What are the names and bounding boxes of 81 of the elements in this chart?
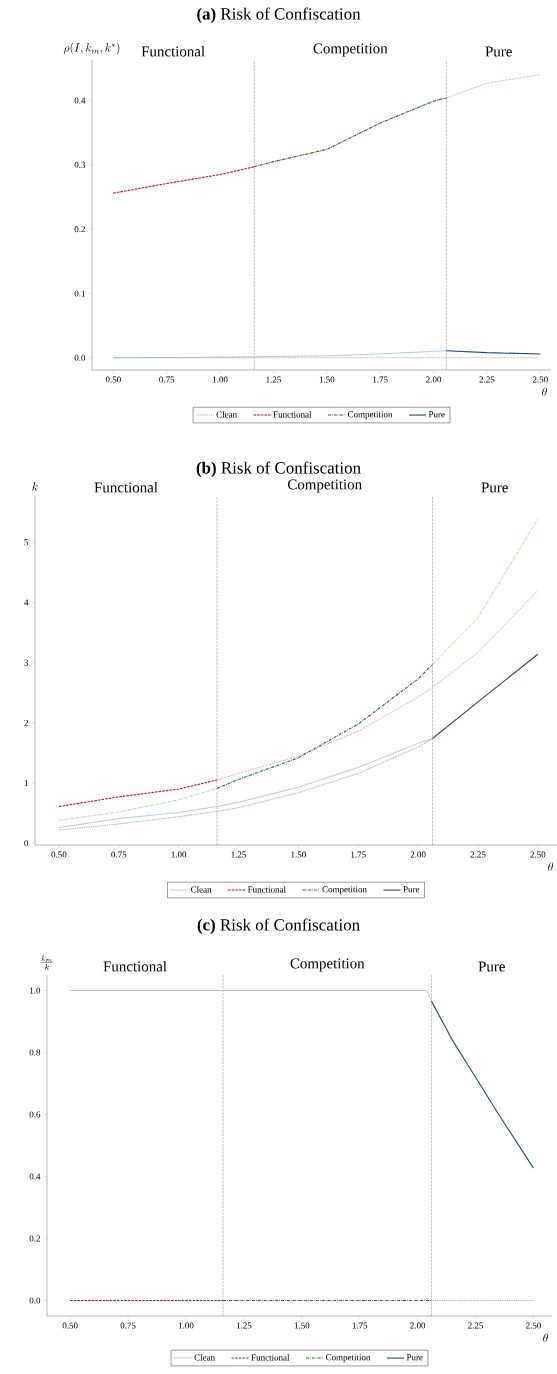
x-tick-label: 1.50 [291,851,306,858]
legend-label: Pure [428,411,445,418]
y-tick-label: 0.2 [29,1235,40,1242]
x-tick-label: 2.25 [468,1322,484,1329]
text: Functional [103,960,167,972]
y-tick-label: 0.0 [29,1297,41,1304]
x-axis-title: $\theta$ [542,387,547,396]
y-tick-label: 0.1 [74,290,85,297]
x-tick-label: 1.25 [236,1322,252,1329]
legend-label: Pure [406,1354,423,1361]
legend-label: Clean [194,1354,215,1361]
y-tick-label: 1 [24,780,28,786]
y-tick-label: 5 [24,539,29,546]
x-tick-label: 1.25 [231,851,247,858]
chart-title: (c) Risk of Confiscation [197,918,360,935]
x-tick-label: 1.50 [319,376,335,383]
x-tick-label: 2.50 [530,851,546,858]
y-axis-title: $k$ [32,482,38,491]
legend-label: Clean [216,411,237,418]
x-axis-title: $\theta$ [548,862,553,871]
x-tick-label: 1.00 [171,851,187,858]
y-tick-label: 4 [24,599,29,606]
x-tick-label: 0.50 [62,1322,78,1329]
x-tick-label: 1.75 [351,851,366,858]
x-tick-label: 2.50 [532,376,548,383]
x-tick-label: 2.50 [526,1322,541,1329]
y-axis-title: $\rho(I,k_m,k^{*})$ [63,42,120,55]
x-tick-label: 0.75 [159,376,175,383]
x-tick-label: 2.00 [410,851,426,858]
x-tick-label: 1.00 [213,376,228,383]
x-tick-label: 0.50 [105,376,121,383]
legend-label: Clean [191,886,212,893]
x-tick-label: 2.00 [410,1322,426,1329]
x-tick-label: 2.25 [470,851,486,858]
x-tick-label: 0.50 [51,851,67,858]
x-tick-label: 0.75 [120,1322,136,1329]
x-tick-label: 1.00 [178,1322,194,1329]
chart-title: (b) Risk of Confiscation [196,461,361,478]
text: Competition [287,479,362,493]
legend-label: Functional [273,411,312,418]
x-tick-label: 1.75 [352,1322,368,1329]
x-axis-title: $\theta$ [543,1333,548,1342]
legend-label: Functional [251,1354,290,1361]
text: Pure [481,482,508,493]
y-tick-label: 0.4 [74,97,86,104]
line-series [112,166,255,194]
text: Pure [485,46,512,57]
x-tick-label: 1.50 [294,1322,310,1329]
text: Pure [478,961,505,972]
legend-label: Competition [347,411,393,420]
x-tick-label: 1.75 [373,376,388,383]
legend-label: Competition [322,886,367,895]
text: Functional [94,481,158,493]
legend-label: Pure [403,886,420,893]
y-tick-label: 1.0 [30,987,41,994]
line-series [216,590,539,781]
line-series [253,97,447,168]
y-tick-label: 0.0 [74,354,86,361]
text: Functional [141,45,205,57]
line-series [112,350,447,359]
line-series [58,779,218,808]
y-tick-label: 0.6 [29,1111,41,1118]
y-tick-label: 3 [24,659,29,666]
y-tick-label: 0.8 [29,1049,41,1056]
legend-label: Competition [325,1354,371,1363]
y-tick-label: 0 [24,840,29,847]
text: Competition [290,958,365,972]
y-tick-label: 2 [24,719,28,726]
line-series [430,1000,535,1169]
y-tick-label: 0.2 [74,226,85,233]
text: Competition [313,43,388,57]
y-tick-label: 0.3 [74,161,86,168]
x-tick-label: 2.25 [479,376,495,383]
x-tick-label: 2.00 [426,376,442,383]
x-tick-label: 0.75 [111,851,127,858]
y-axis-title: $\frac{k_m}{k}$ [41,955,53,970]
y-tick-label: 0.4 [29,1173,41,1180]
chart-title: (a) Risk of Confiscation [197,7,361,24]
line-series [216,663,434,789]
x-tick-label: 1.25 [266,376,281,383]
legend-label: Functional [247,886,286,893]
